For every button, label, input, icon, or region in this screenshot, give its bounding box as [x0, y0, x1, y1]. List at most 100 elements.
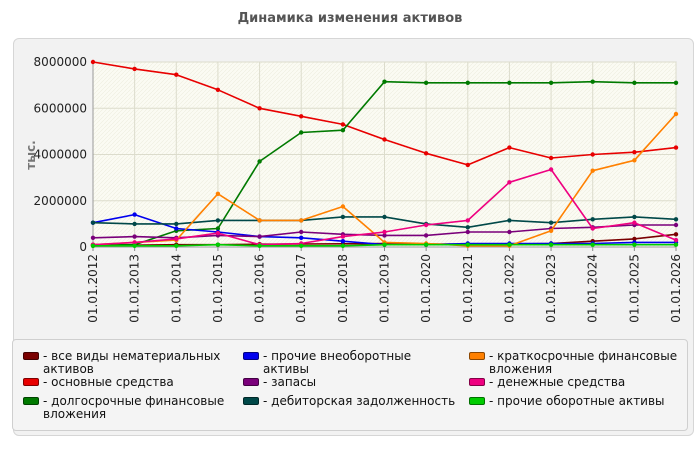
- x-tick-label: 01.01.2016: [253, 254, 267, 323]
- data-point: [215, 87, 221, 93]
- series: [90, 167, 679, 247]
- data-point: [507, 218, 512, 223]
- data-point: [215, 191, 221, 196]
- data-point: [382, 233, 387, 238]
- data-point: [673, 80, 679, 86]
- data-point: [340, 128, 346, 133]
- legend-swatch: [469, 397, 485, 405]
- y-tick-label: 4000000: [34, 148, 87, 162]
- x-tick-label: 01.01.2017: [294, 254, 308, 323]
- data-point: [423, 222, 429, 228]
- data-point: [340, 204, 346, 209]
- x-tick-label: 01.01.2021: [461, 254, 475, 323]
- data-point: [90, 235, 96, 240]
- y-tick-label: 6000000: [34, 101, 87, 115]
- x-tick-label: 01.01.2019: [378, 254, 392, 323]
- data-point: [673, 232, 679, 237]
- x-tick-label: 01.01.2025: [627, 254, 641, 323]
- chart-title: Динамика изменения активов: [237, 11, 463, 26]
- series: [90, 242, 679, 248]
- data-point: [423, 151, 429, 156]
- data-point: [174, 221, 179, 227]
- data-point: [590, 79, 595, 84]
- data-point: [257, 159, 262, 164]
- data-point: [590, 217, 595, 222]
- data-point: [507, 80, 512, 86]
- data-point: [507, 242, 512, 247]
- data-point: [548, 242, 554, 247]
- data-point: [132, 243, 137, 248]
- data-point: [174, 236, 179, 242]
- data-point: [257, 106, 262, 111]
- data-point: [632, 150, 637, 155]
- x-tick-label: 01.01.2026: [669, 254, 683, 323]
- data-point: [90, 243, 96, 248]
- data-point: [382, 242, 387, 247]
- legend-label: - прочие оборотные активы: [489, 394, 665, 408]
- data-point: [90, 220, 96, 225]
- data-point: [548, 220, 554, 225]
- data-point: [257, 234, 262, 239]
- data-point: [507, 145, 512, 150]
- data-point: [673, 237, 679, 243]
- data-point: [632, 158, 637, 163]
- data-point: [382, 137, 387, 142]
- y-tick-label: 2000000: [34, 194, 87, 208]
- legend-label: - денежные средства: [489, 375, 626, 389]
- data-point: [673, 145, 679, 150]
- x-tick-label: 01.01.2020: [419, 254, 433, 323]
- legend-label: - основные средства: [43, 375, 174, 389]
- data-point: [465, 80, 470, 86]
- legend: - все виды нематериальных активов - основ…: [12, 339, 688, 431]
- legend-label: - долгосрочные финансовые вложения: [43, 394, 225, 421]
- data-point: [90, 59, 96, 65]
- y-tick-label: 8000000: [34, 55, 87, 69]
- data-point: [673, 111, 679, 117]
- data-point: [673, 222, 679, 228]
- legend-label: - краткосрочные финансовые вложения: [489, 349, 678, 376]
- x-tick-label: 01.01.2015: [211, 254, 225, 323]
- data-point: [548, 167, 554, 172]
- legend-swatch: [243, 397, 259, 405]
- data-point: [382, 214, 387, 220]
- data-point: [548, 228, 554, 233]
- data-point: [548, 80, 554, 86]
- data-point: [423, 233, 429, 238]
- legend-swatch: [243, 378, 259, 386]
- data-point: [423, 80, 429, 86]
- data-point: [465, 242, 470, 247]
- legend-swatch: [469, 378, 485, 386]
- legend-label: - прочие внеоборотные активы: [263, 349, 412, 376]
- data-point: [590, 226, 595, 231]
- data-point: [632, 236, 637, 242]
- data-point: [215, 226, 221, 231]
- legend-label: - запасы: [263, 375, 317, 389]
- data-point: [132, 66, 137, 72]
- data-point: [465, 218, 470, 223]
- data-point: [673, 217, 679, 222]
- data-point: [132, 212, 137, 217]
- data-point: [215, 230, 221, 236]
- data-point: [590, 242, 595, 247]
- data-point: [299, 114, 304, 119]
- data-point: [174, 72, 179, 77]
- legend-swatch: [23, 352, 39, 360]
- y-axis-label: тыс.: [24, 140, 38, 169]
- legend-swatch: [23, 397, 39, 405]
- data-point: [257, 243, 262, 248]
- data-point: [382, 79, 387, 84]
- legend-swatch: [23, 378, 39, 386]
- data-point: [132, 234, 137, 239]
- legend-swatch: [243, 352, 259, 360]
- data-point: [132, 221, 137, 227]
- data-point: [340, 214, 346, 220]
- plot-area: 0 2000000 4000000 6000000 8000000 01.01.2012 0…: [24, 55, 683, 323]
- data-point: [632, 214, 637, 220]
- data-point: [507, 229, 512, 235]
- y-tick-label: 0: [79, 240, 87, 254]
- x-tick-label: 01.01.2014: [169, 254, 183, 323]
- data-point: [507, 180, 512, 185]
- data-point: [632, 80, 637, 86]
- data-point: [299, 235, 304, 240]
- legend-label: - все виды нематериальных активов: [43, 349, 221, 376]
